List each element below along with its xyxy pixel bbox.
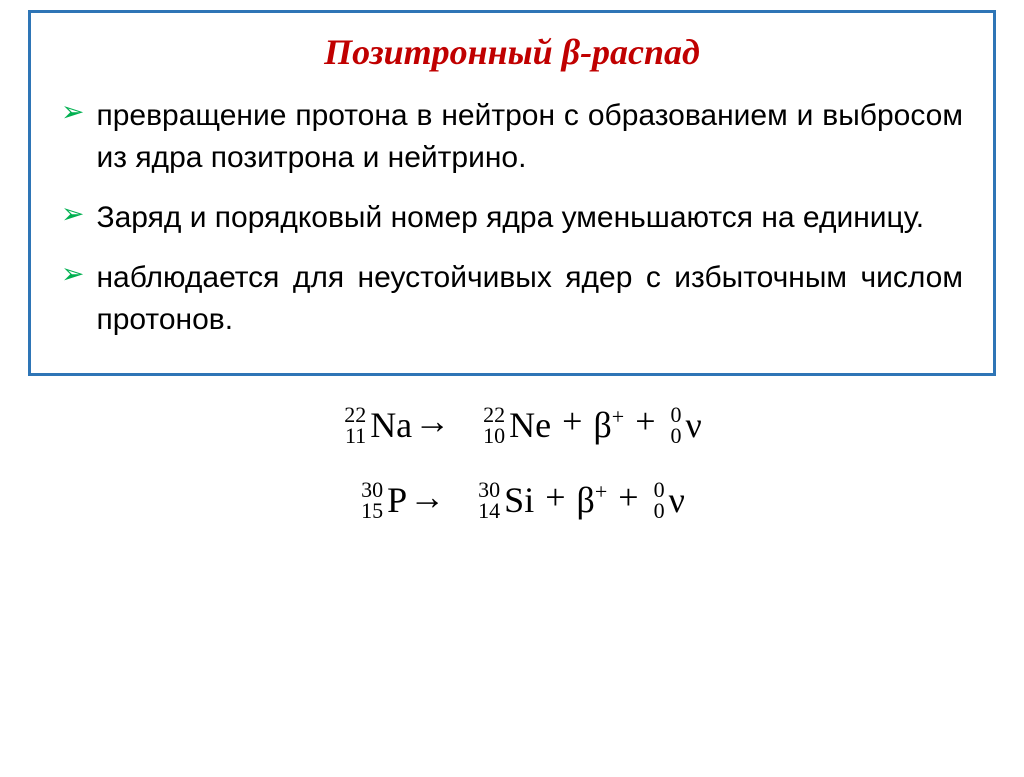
beta-plus: β+ bbox=[591, 398, 626, 452]
element-p: P bbox=[385, 473, 409, 527]
content-box: Позитронный β-распад ➢ превращение прото… bbox=[28, 10, 996, 376]
isotope-si30: 30 14 bbox=[454, 475, 500, 525]
bullet-marker-icon: ➢ bbox=[61, 257, 84, 291]
bullet-1: ➢ превращение протона в нейтрон с образо… bbox=[61, 95, 963, 179]
isotope-nu: 0 0 bbox=[656, 400, 682, 450]
neutrino: ν bbox=[684, 398, 704, 452]
bullet-text: превращение протона в нейтрон с образова… bbox=[96, 95, 963, 179]
title: Позитронный β-распад bbox=[61, 31, 963, 73]
element-ne: Ne bbox=[507, 398, 553, 452]
equation-2: 30 15 P→ 30 14 Si + β+ + 0 0 ν bbox=[0, 470, 1024, 528]
isotope-nu: 0 0 bbox=[639, 475, 665, 525]
beta-plus: β+ bbox=[575, 473, 610, 527]
bullet-marker-icon: ➢ bbox=[61, 95, 84, 129]
element-si: Si bbox=[502, 473, 536, 527]
neutrino: ν bbox=[667, 473, 687, 527]
bullet-marker-icon: ➢ bbox=[61, 197, 84, 231]
equation-1: 22 11 Na→ 22 10 Ne + β+ + 0 0 ν bbox=[0, 394, 1024, 452]
bullet-text: наблюдается для неустойчивых ядер с избы… bbox=[96, 257, 963, 341]
bullet-2: ➢ Заряд и порядковый номер ядра уменьшаю… bbox=[61, 197, 963, 239]
element-na: Na bbox=[368, 398, 414, 452]
isotope-na22: 22 11 bbox=[320, 400, 366, 450]
bullet-3: ➢ наблюдается для неустойчивых ядер с из… bbox=[61, 257, 963, 341]
equations-region: 22 11 Na→ 22 10 Ne + β+ + 0 0 ν 30 15 P→… bbox=[0, 394, 1024, 527]
isotope-ne22: 22 10 bbox=[459, 400, 505, 450]
bullet-text: Заряд и порядковый номер ядра уменьшаютс… bbox=[96, 197, 963, 239]
isotope-p30: 30 15 bbox=[337, 475, 383, 525]
